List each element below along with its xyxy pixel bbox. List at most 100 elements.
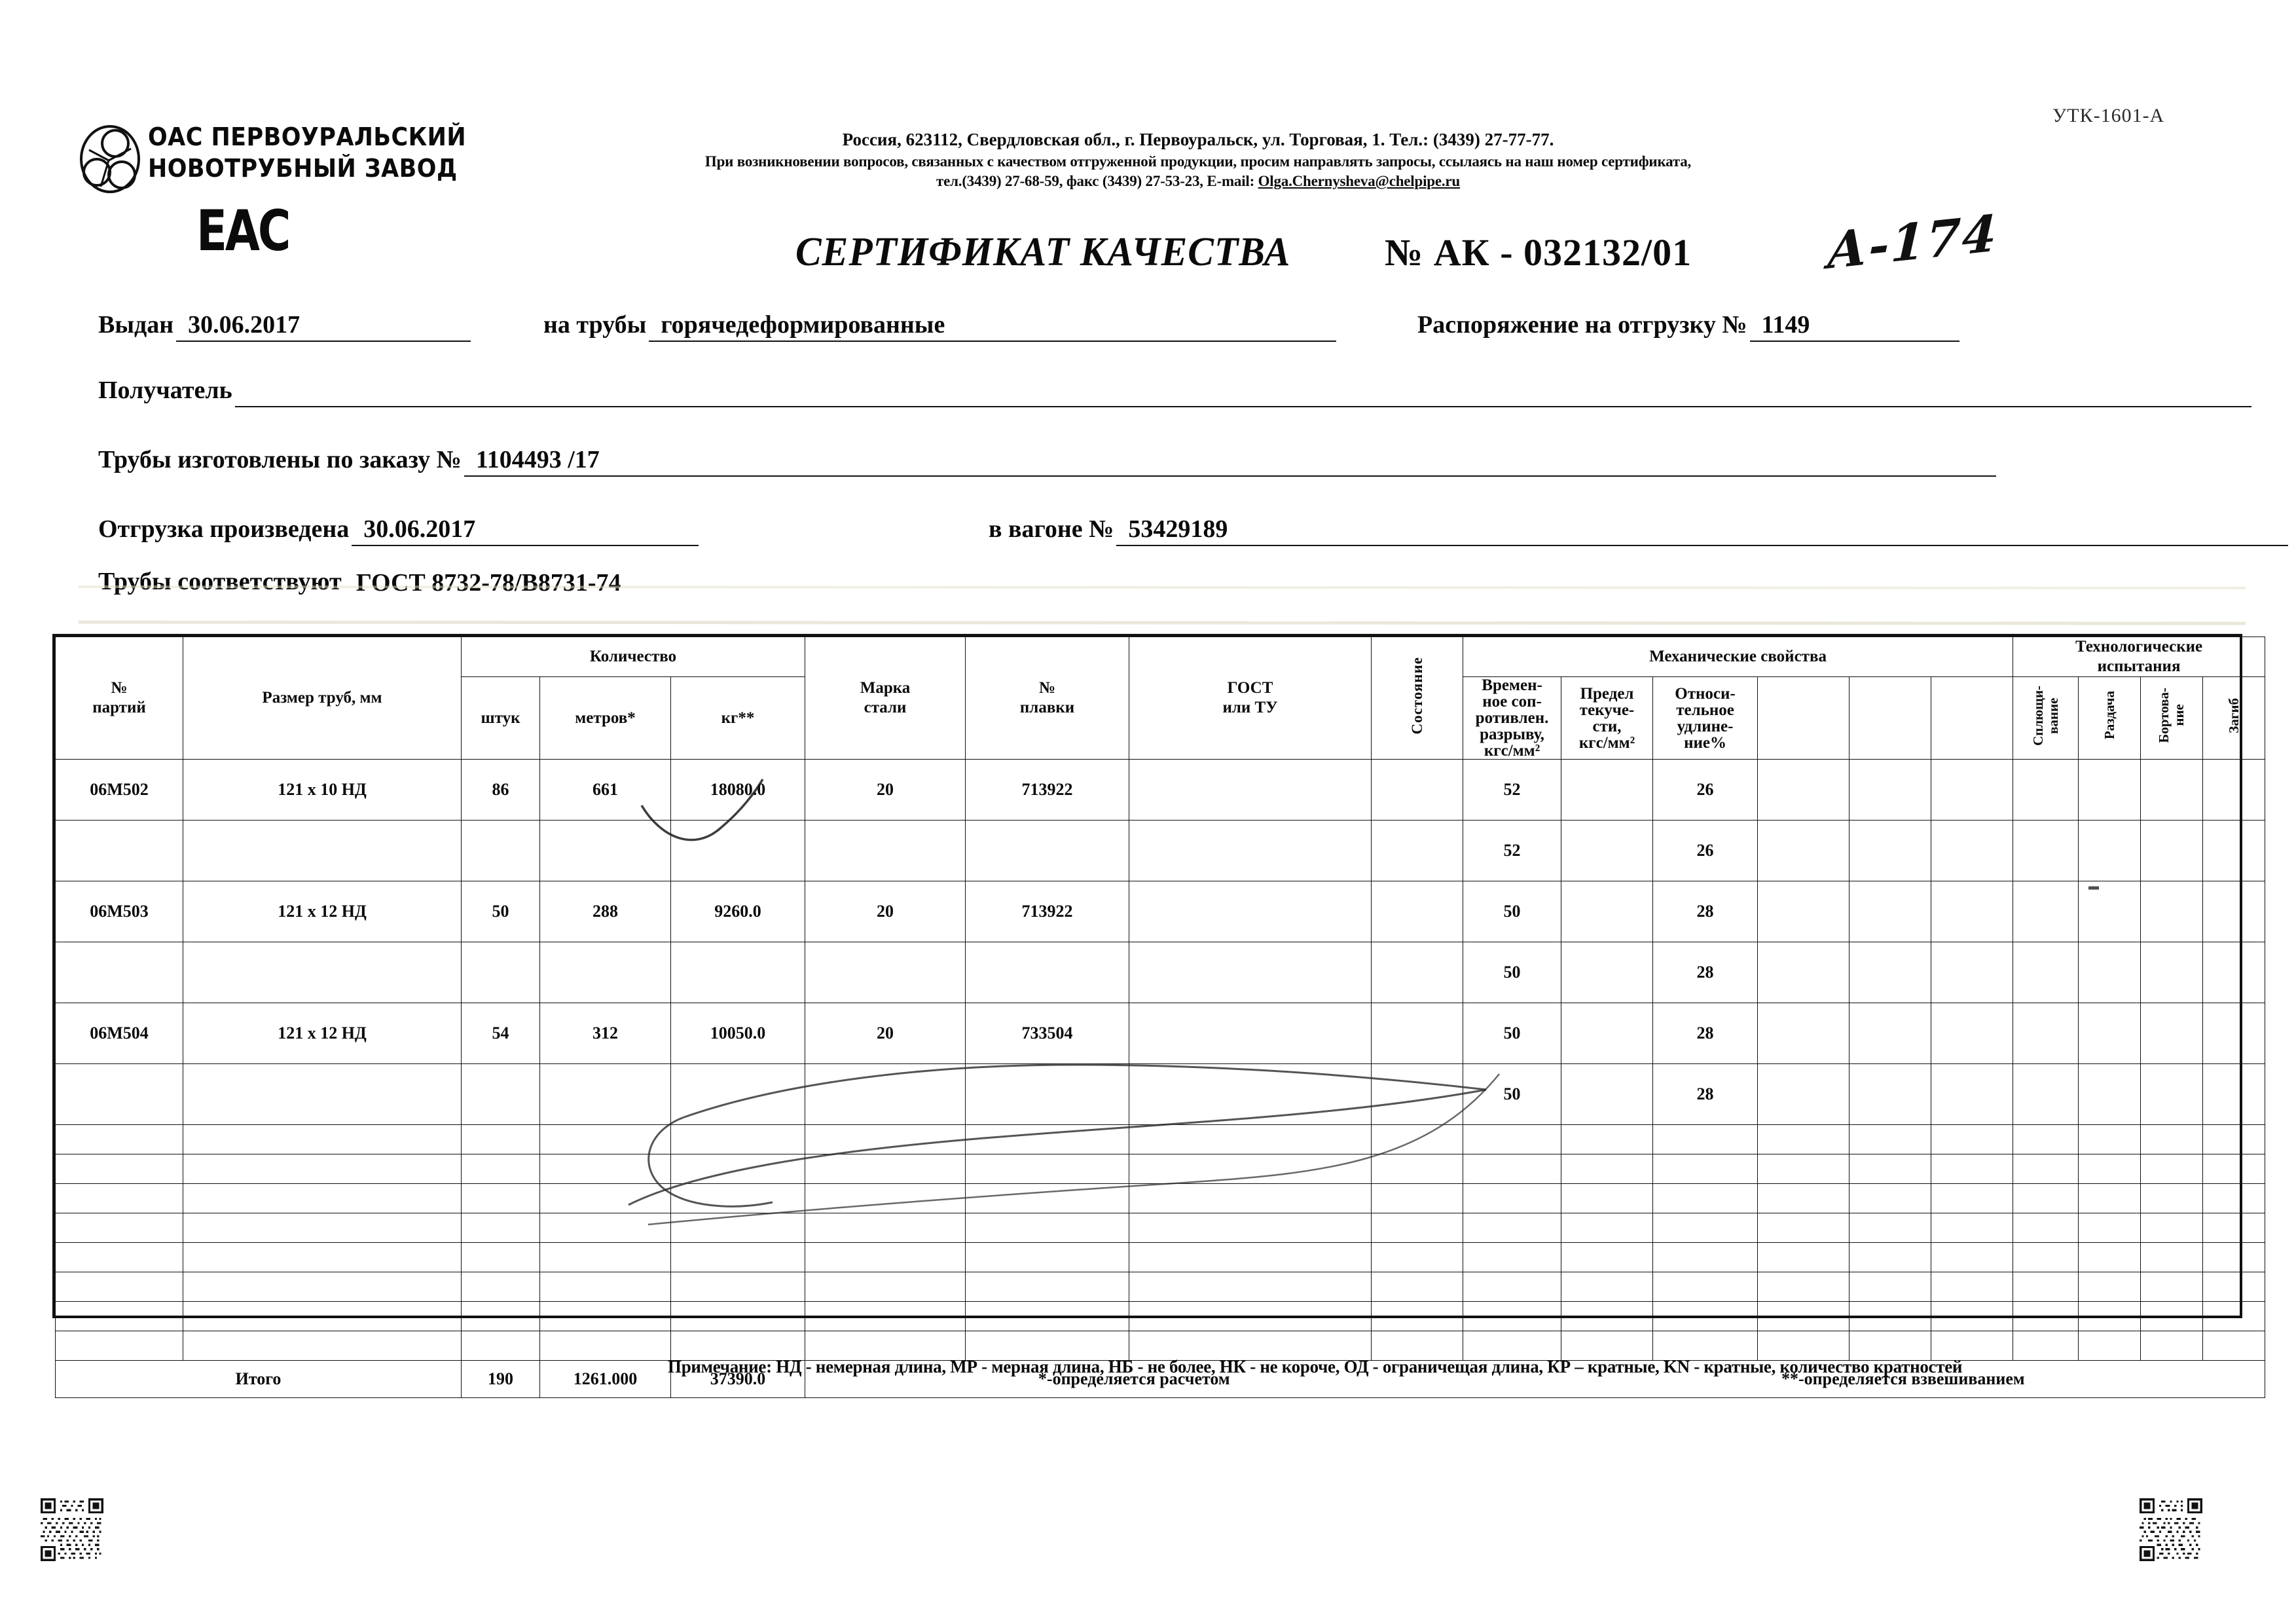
cell-flange [2140, 1242, 2204, 1272]
issued-value-line[interactable]: 30.06.2017 [176, 308, 471, 342]
made-label: Трубы изготовлены по заказу № [98, 446, 462, 473]
shipped-value-line[interactable]: 30.06.2017 [352, 512, 699, 546]
cell-expand [2078, 1301, 2141, 1331]
cell-mech-blank-3 [1931, 881, 2014, 942]
table-totals-row: Итого 190 1261.000 37390.0 *-определяетс… [55, 1360, 2266, 1398]
cell-tensile: 50 [1463, 942, 1562, 1003]
cell-flange [2140, 1154, 2204, 1184]
cell-expand [2078, 1063, 2141, 1125]
cell-flange [2140, 1183, 2204, 1213]
cell-steel [805, 1242, 966, 1272]
cell-kg: 18080.0 [670, 759, 806, 821]
cell-bend [2202, 1331, 2266, 1361]
page-title: СЕРТИФИКАТ КАЧЕСТВА [795, 230, 1291, 274]
cell-meters: 288 [539, 881, 671, 942]
cell-size [183, 1272, 462, 1302]
cell-kg [670, 1331, 806, 1361]
cell-bend [2202, 1124, 2266, 1154]
order-value-line[interactable]: 1149 [1749, 308, 1959, 342]
field-row-conform: Трубы соответствуют ГОСТ 8732-78/В8731-7… [98, 564, 2112, 602]
cell-bend [2202, 1213, 2266, 1243]
cell-mech-blank-1 [1757, 1242, 1850, 1272]
cell-gost [1129, 820, 1372, 881]
cell-expand [2078, 1272, 2141, 1302]
cell-flange [2140, 881, 2204, 942]
cell-steel [805, 1301, 966, 1331]
table-row [55, 1272, 2266, 1302]
cell-expand [2078, 942, 2141, 1003]
cell-elongation [1652, 1242, 1758, 1272]
pntz-logo-icon [80, 125, 140, 193]
conform-value-line[interactable]: ГОСТ 8732-78/В8731-74 [344, 566, 2112, 599]
cell-flatten [2013, 1003, 2079, 1064]
flatten-header-text: Сплющи-вание [2030, 686, 2061, 746]
field-row-order: Распоряжение на отгрузку № 1149 [1417, 308, 1959, 346]
logo-line-1: ОАС ПЕРВОУРАЛЬСКИЙ [148, 122, 467, 151]
lot-header-line2: партий [92, 699, 146, 716]
cell-mech-blank-2 [1849, 1003, 1932, 1064]
table-row: 50 28 [55, 1063, 2266, 1125]
cell-state [1371, 1331, 1464, 1361]
cell-gost [1129, 1242, 1372, 1272]
cell-pieces [461, 1213, 540, 1243]
cell-elongation: 28 [1652, 881, 1758, 942]
col-header-steel: Марка стали [805, 637, 966, 760]
cell-flange [2140, 1301, 2204, 1331]
cell-pieces [461, 820, 540, 881]
cell-meters [539, 1242, 671, 1272]
recipient-value-line[interactable] [234, 373, 2251, 407]
cell-expand [2078, 820, 2141, 881]
conform-label: Трубы соответствуют [98, 568, 342, 595]
cell-size [183, 1213, 462, 1243]
form-code: УТК-1601-А [2052, 105, 2165, 126]
cell-expand [2078, 1242, 2141, 1272]
cell-tensile: 52 [1463, 820, 1562, 881]
col-header-yield: Предел текуче- сти, кгс/мм² [1561, 676, 1654, 760]
table-row: 06М504 121 х 12 НД 54 312 10050.0 20 733504 50 2… [55, 1003, 2266, 1064]
cell-mech-blank-3 [1931, 1003, 2014, 1064]
certificate-number: № АК - 032132/01 [1385, 231, 1692, 274]
cell-expand [2078, 881, 2141, 942]
cell-heat [965, 1183, 1130, 1213]
cell-mech-blank-3 [1931, 942, 2014, 1003]
cell-tensile [1463, 1301, 1562, 1331]
cell-mech-blank-2 [1849, 759, 1932, 821]
pipes-value-line[interactable]: горячедеформированные [649, 308, 1337, 342]
cell-flatten [2013, 1063, 2079, 1125]
cell-elongation [1652, 1124, 1758, 1154]
elong-l4: ние% [1684, 733, 1726, 752]
heat-header-line2: плавки [1019, 699, 1075, 716]
cell-steel [805, 942, 966, 1003]
cell-pieces [461, 1124, 540, 1154]
contact-email[interactable]: Olga.Chernysheva@chelpipe.ru [1258, 173, 1461, 189]
cell-lot [55, 820, 183, 881]
table-row: 52 26 [55, 820, 2266, 881]
table-row [55, 1183, 2266, 1213]
cell-pieces: 86 [461, 759, 540, 821]
made-value-line[interactable]: 1104493 /17 [464, 443, 1996, 477]
cell-bend [2202, 1183, 2266, 1213]
qr-code-icon [41, 1498, 103, 1561]
wagon-value-line[interactable]: 53429189 [1116, 512, 2289, 546]
cell-state [1371, 1272, 1464, 1302]
cell-mech-blank-2 [1849, 881, 1932, 942]
cell-yield [1561, 1272, 1654, 1302]
yield-l3: сти, [1592, 717, 1622, 735]
cell-mech-blank-2 [1849, 1124, 1932, 1154]
cell-flange [2140, 1213, 2204, 1243]
cell-meters [539, 1124, 671, 1154]
cell-gost [1129, 759, 1372, 821]
cell-yield [1561, 1124, 1654, 1154]
totals-pieces: 190 [461, 1360, 540, 1398]
yield-l2: текуче- [1579, 701, 1635, 719]
elong-l2: тельное [1676, 701, 1734, 719]
eac-conformity-mark: ЕАС [196, 198, 291, 264]
cell-size [183, 942, 462, 1003]
table-header-row-1: № партий Размер труб, мм Количество Марк… [55, 637, 2266, 760]
cell-yield [1561, 820, 1654, 881]
cell-state [1371, 1213, 1464, 1243]
tensile-l2: ное соп- [1482, 693, 1542, 710]
cell-tensile [1463, 1242, 1562, 1272]
cell-pieces [461, 1063, 540, 1125]
cell-size: 121 х 12 НД [183, 1003, 462, 1064]
